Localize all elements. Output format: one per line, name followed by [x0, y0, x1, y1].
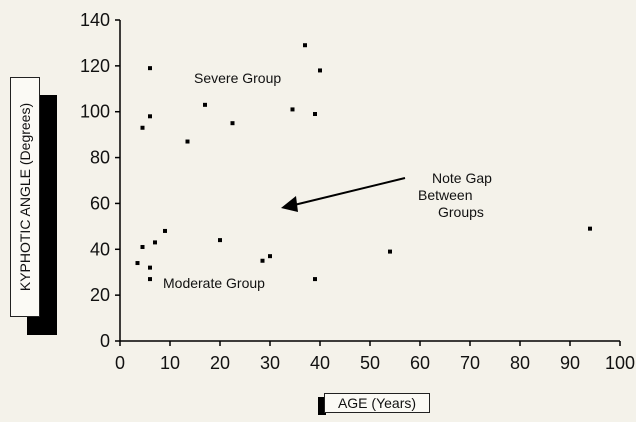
- x-tick-label: 10: [160, 353, 180, 373]
- data-point: [140, 125, 145, 130]
- data-point: [303, 43, 307, 48]
- data-point: [148, 277, 152, 282]
- x-tick-label: 50: [360, 353, 380, 373]
- x-tick-label: 60: [410, 353, 430, 373]
- data-point: [290, 107, 295, 112]
- data-point: [588, 226, 592, 231]
- x-axis-label-shadow: [318, 397, 326, 415]
- x-tick-label: 70: [460, 353, 480, 373]
- y-axis-label: KYPHOTIC ANGLE (Degrees): [17, 102, 33, 292]
- y-tick-label: 120: [80, 56, 110, 76]
- y-tick-label: 0: [100, 331, 110, 351]
- data-point: [203, 102, 207, 107]
- data-point: [313, 277, 317, 282]
- y-axis-label-box: [10, 77, 40, 317]
- y-tick-label: 140: [80, 10, 110, 30]
- x-tick-label: 90: [560, 353, 580, 373]
- x-tick-label: 100: [605, 353, 635, 373]
- data-point: [153, 240, 157, 245]
- data-point: [148, 114, 152, 119]
- data-point: [313, 112, 317, 117]
- y-tick-label: 20: [90, 285, 110, 305]
- annotation-moderate-group: Moderate Group: [163, 275, 265, 291]
- data-point: [318, 68, 322, 73]
- data-point: [135, 261, 140, 266]
- x-axis-label: AGE (Years): [324, 393, 430, 413]
- annotation-note-line-3: Groups: [438, 204, 484, 220]
- x-tick-label: 30: [260, 353, 280, 373]
- x-tick-label: 40: [310, 353, 330, 373]
- x-tick-label: 0: [115, 353, 125, 373]
- axes: [115, 19, 621, 346]
- data-point: [218, 238, 222, 243]
- tick-labels: 0 20 40 60 80 100 120 140 0 10 20 30 40 50 60 70 80 90 100: [80, 10, 635, 373]
- data-point: [140, 244, 145, 249]
- data-points: [135, 43, 592, 282]
- data-point: [230, 121, 235, 126]
- annotation-note-line-1: Note Gap: [432, 170, 492, 186]
- y-tick-label: 80: [90, 148, 110, 168]
- y-tick-label: 40: [90, 239, 110, 259]
- y-tick-label: 60: [90, 193, 110, 213]
- annotation-note-line-2: Between: [418, 187, 472, 203]
- data-point: [185, 139, 190, 144]
- data-point: [148, 265, 152, 270]
- data-point: [388, 249, 392, 254]
- data-point: [148, 66, 152, 71]
- data-point: [163, 228, 167, 233]
- gap-arrow: [281, 177, 406, 212]
- data-point: [268, 254, 272, 259]
- y-tick-label: 100: [80, 102, 110, 122]
- x-tick-label: 80: [510, 353, 530, 373]
- x-tick-label: 20: [210, 353, 230, 373]
- annotation-severe-group: Severe Group: [194, 70, 281, 86]
- y-axis-label-container: KYPHOTIC ANGLE (Degrees): [10, 77, 40, 317]
- data-point: [260, 258, 265, 263]
